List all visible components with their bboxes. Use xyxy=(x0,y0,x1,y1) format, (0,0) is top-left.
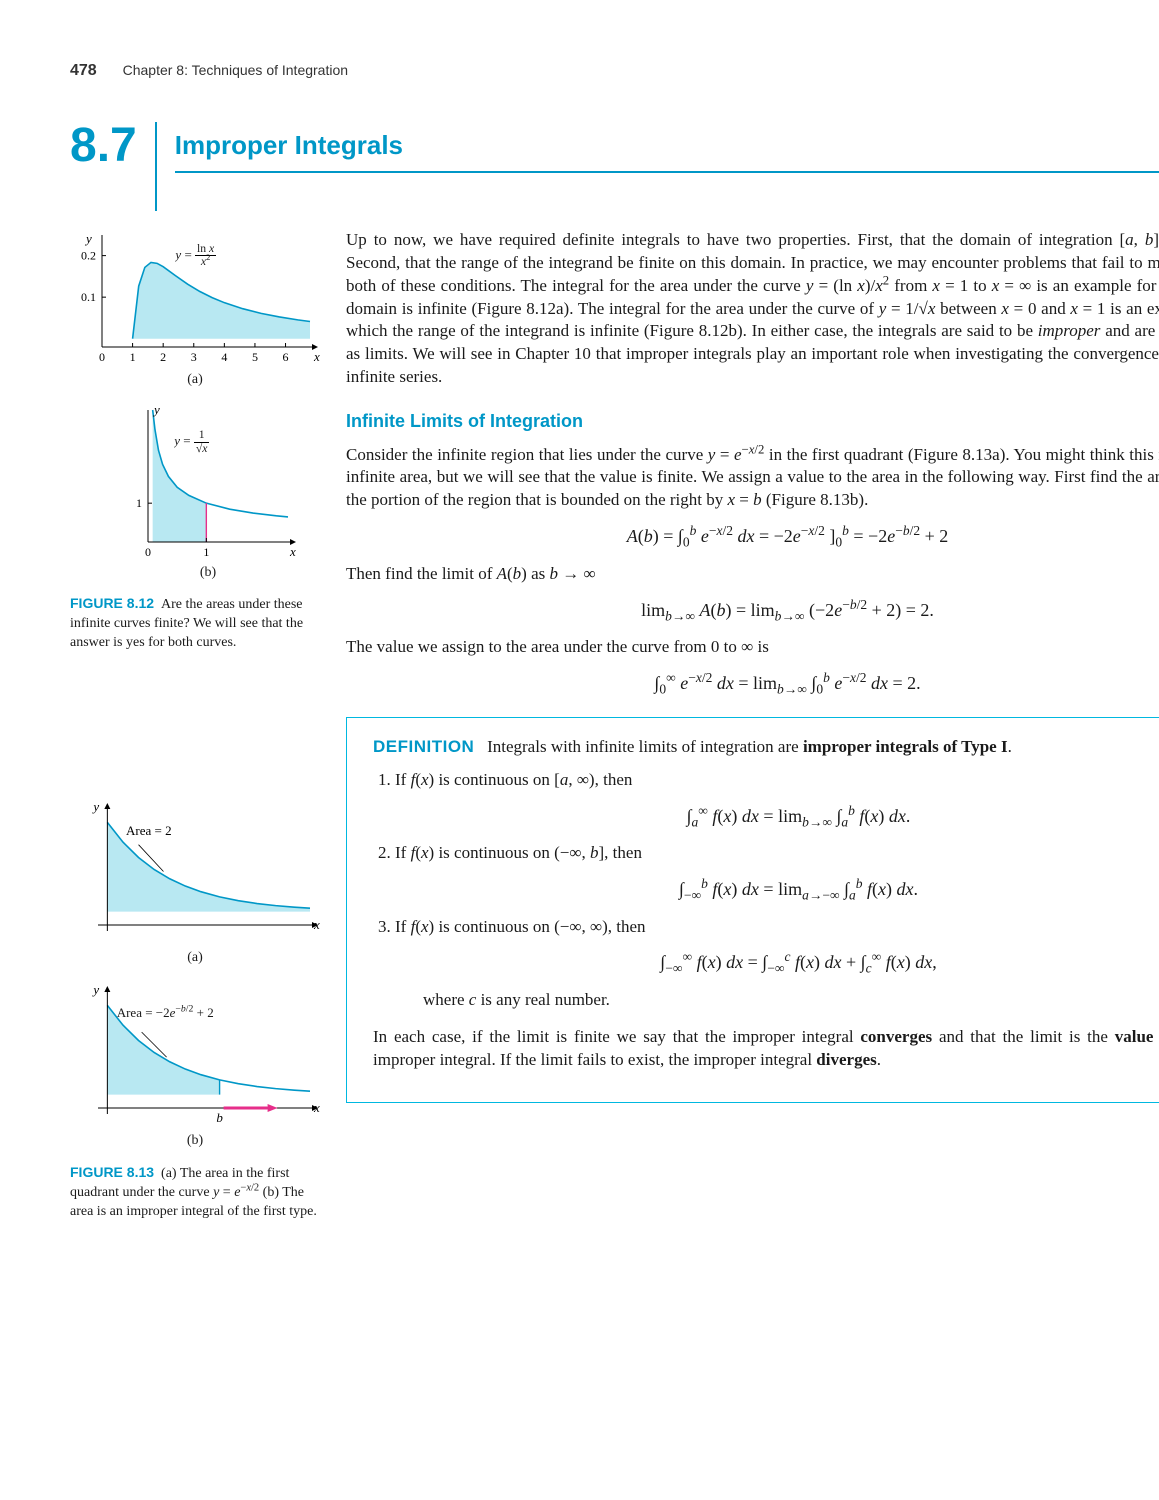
svg-text:1: 1 xyxy=(136,496,142,510)
figure-8-12-caption: FIGURE 8.12 Are the areas under these in… xyxy=(70,594,320,653)
definition-closing: In each case, if the limit is finite we … xyxy=(373,1026,1159,1072)
svg-text:0.2: 0.2 xyxy=(81,248,96,262)
svg-text:x: x xyxy=(313,1100,320,1115)
svg-text:4: 4 xyxy=(221,350,227,364)
subfigure-label: (a) xyxy=(70,949,320,968)
body-paragraph: Then find the limit of A(b) as b → ∞ xyxy=(346,563,1159,586)
svg-text:5: 5 xyxy=(252,350,258,364)
svg-text:6: 6 xyxy=(283,350,289,364)
section-header: 8.7 Improper Integrals xyxy=(70,122,1159,211)
body-paragraph: The value we assign to the area under th… xyxy=(346,636,1159,659)
definition-item: If f(x) is continuous on [a, ∞), then ∫a… xyxy=(395,769,1159,828)
section-number: 8.7 xyxy=(70,122,155,188)
section-title: Improper Integrals xyxy=(175,128,1159,163)
subsection-heading: Infinite Limits of Integration xyxy=(346,409,1159,433)
equation-display: ∫−∞∞ f(x) dx = ∫−∞c f(x) dx + ∫c∞ f(x) d… xyxy=(395,950,1159,974)
svg-text:0: 0 xyxy=(99,350,105,364)
svg-text:2: 2 xyxy=(160,350,166,364)
svg-text:1: 1 xyxy=(203,545,209,559)
subfigure-label: (a) xyxy=(70,371,320,390)
figure-8-13-caption: FIGURE 8.13 (a) The area in the first qu… xyxy=(70,1163,320,1222)
subfigure-label: (b) xyxy=(118,564,298,583)
svg-text:y: y xyxy=(84,231,92,246)
svg-text:y: y xyxy=(91,799,99,814)
definition-item: If f(x) is continuous on (−∞, ∞), then ∫… xyxy=(395,916,1159,1012)
svg-text:b: b xyxy=(216,1110,223,1125)
subfigure-label: (b) xyxy=(70,1132,320,1151)
definition-intro: DEFINITION Integrals with infinite limit… xyxy=(373,736,1159,759)
equation-display: ∫a∞ f(x) dx = limb→∞ ∫ab f(x) dx. xyxy=(395,804,1159,828)
figure-8-13b: bxyArea = −2e−b/2 + 2 (b) xyxy=(70,980,320,1151)
page-number: 478 xyxy=(70,62,97,79)
svg-text:y: y xyxy=(152,402,160,417)
svg-text:x: x xyxy=(313,917,320,932)
svg-text:Area = 2: Area = 2 xyxy=(126,823,172,838)
definition-item: If f(x) is continuous on (−∞, b], then ∫… xyxy=(395,842,1159,901)
svg-text:0.1: 0.1 xyxy=(81,290,96,304)
svg-text:y: y xyxy=(91,982,99,997)
definition-list: If f(x) is continuous on [a, ∞), then ∫a… xyxy=(373,769,1159,1012)
running-header: 478 Chapter 8: Techniques of Integration xyxy=(70,60,1159,82)
chapter-title: Chapter 8: Techniques of Integration xyxy=(123,62,348,78)
figure-8-12b: 011xyy = 1√x (b) xyxy=(118,402,298,583)
definition-box: DEFINITION Integrals with infinite limit… xyxy=(346,717,1159,1102)
body-paragraph: Consider the infinite region that lies u… xyxy=(346,444,1159,513)
svg-text:3: 3 xyxy=(191,350,197,364)
equation-display: ∫−∞b f(x) dx = lima→−∞ ∫ab f(x) dx. xyxy=(395,877,1159,901)
figure-8-12a: 01234560.10.2xyy = ln xx2 (a) xyxy=(70,229,320,390)
svg-text:0: 0 xyxy=(145,545,151,559)
svg-text:1: 1 xyxy=(130,350,136,364)
svg-text:x: x xyxy=(313,349,320,364)
intro-paragraph: Up to now, we have required definite int… xyxy=(346,229,1159,390)
equation-display: limb→∞ A(b) = limb→∞ (−2e−b/2 + 2) = 2. xyxy=(346,598,1159,622)
equation-display: A(b) = ∫0b e−x/2 dx = −2e−x/2 ]0b = −2e−… xyxy=(346,524,1159,548)
figure-8-13a: x y Area = 2 (a) xyxy=(70,797,320,968)
equation-display: ∫0∞ e−x/2 dx = limb→∞ ∫0b e−x/2 dx = 2. xyxy=(346,671,1159,695)
svg-text:x: x xyxy=(289,544,296,559)
